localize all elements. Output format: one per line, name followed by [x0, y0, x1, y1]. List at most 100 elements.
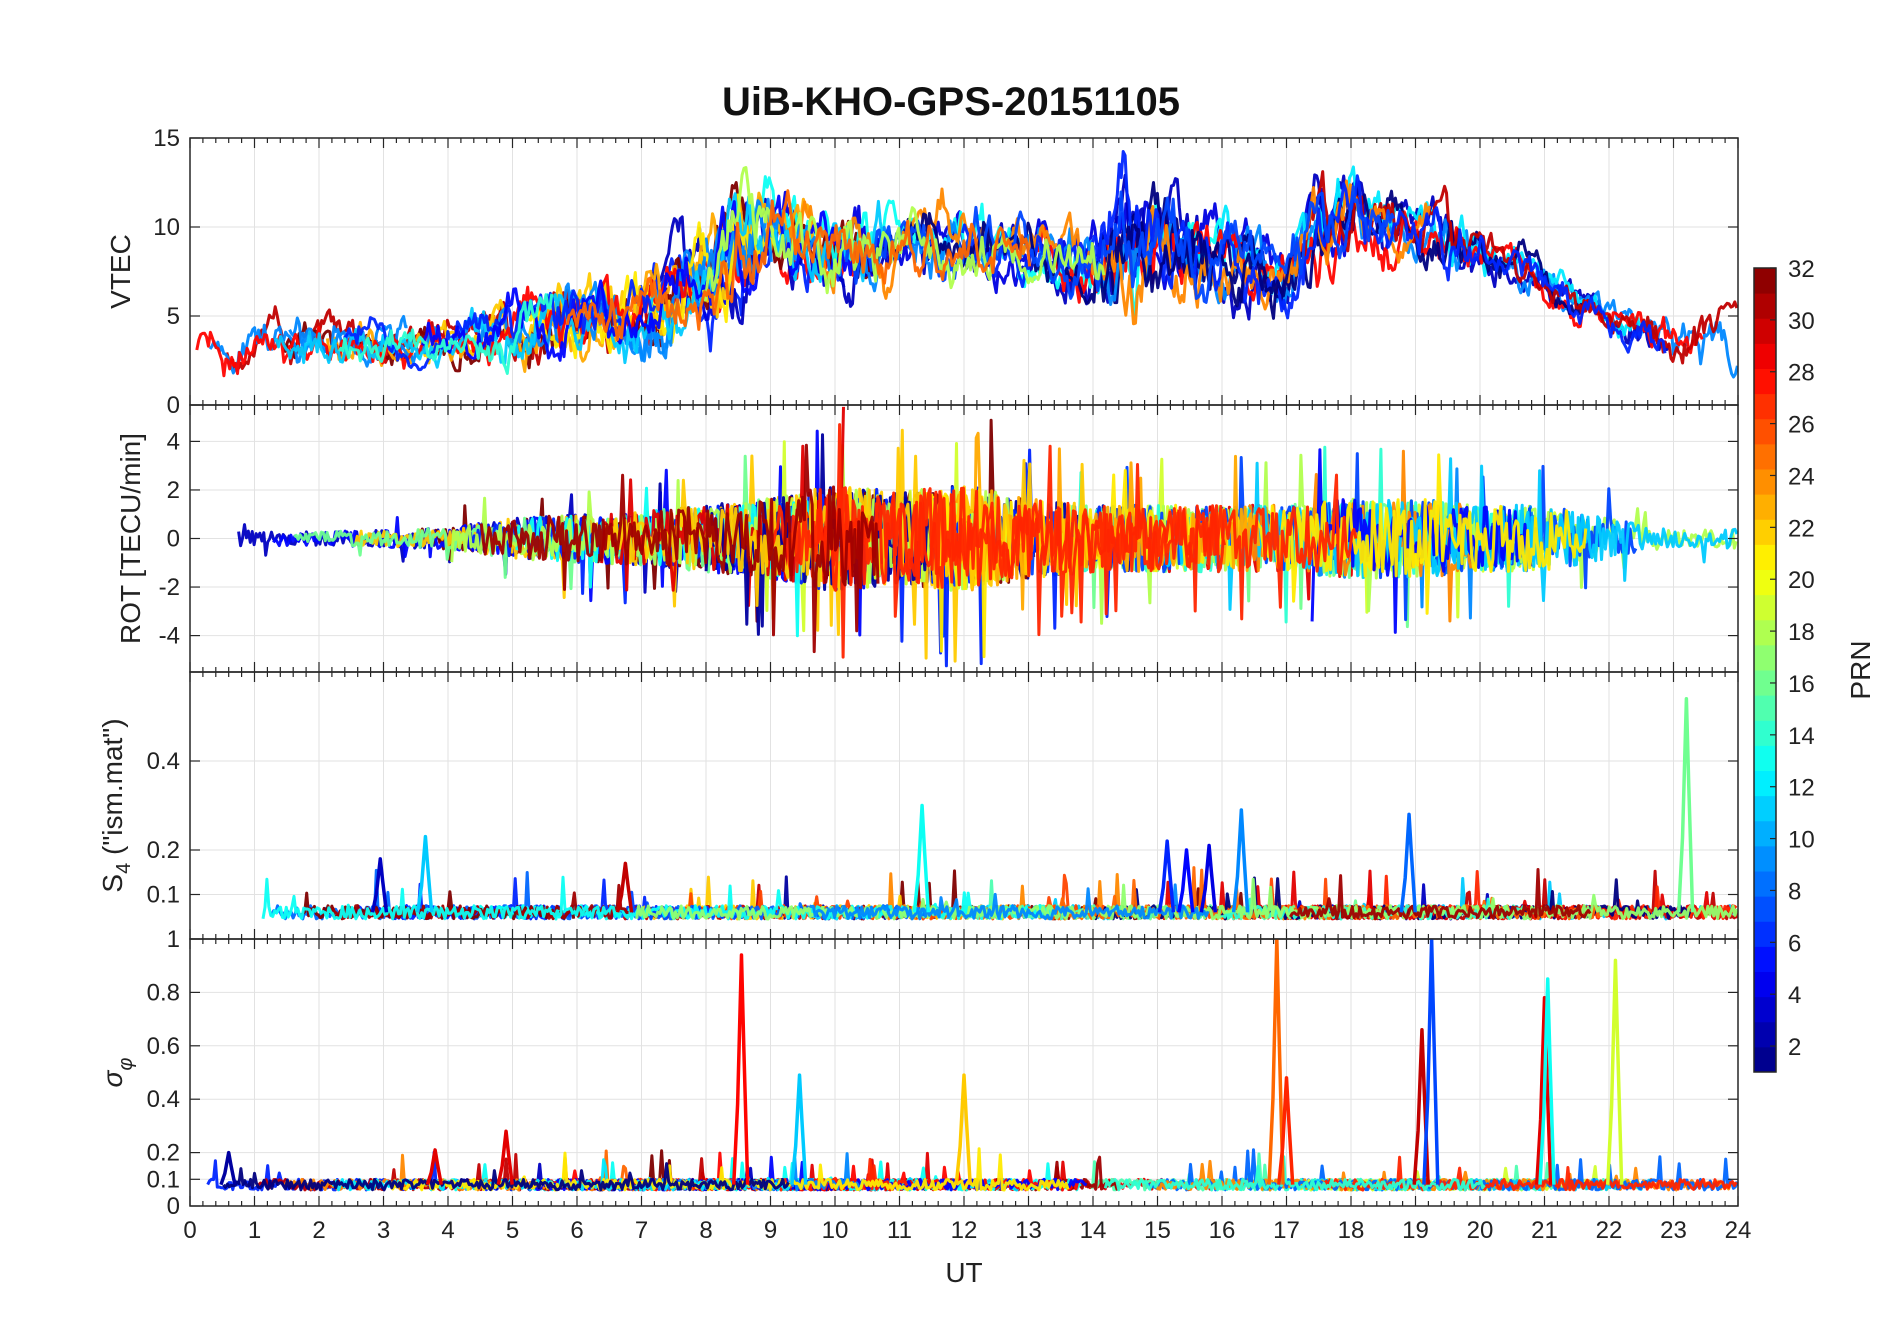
x-tick-label: 10 [822, 1217, 849, 1244]
colorbar-tick-label: 20 [1788, 567, 1815, 594]
colorbar-tick-label: 8 [1788, 878, 1801, 905]
colorbar-segment [1754, 795, 1776, 822]
panel-traces [237, 406, 1738, 668]
series-spike [1422, 939, 1440, 1185]
x-tick-label: 5 [506, 1217, 519, 1244]
series-spike [731, 953, 750, 1185]
colorbar-segment [1754, 845, 1776, 872]
panel-traces [195, 150, 1738, 379]
y-tick-label: 4 [167, 428, 180, 455]
series-trace-prn [1162, 457, 1738, 611]
x-tick-label: 8 [699, 1217, 712, 1244]
y-axis-label: σφ [97, 1058, 137, 1088]
colorbar-segment [1754, 644, 1776, 671]
panel-2: -4 -2 0 2 4 ROT [TECU/min] [115, 404, 1739, 673]
colorbar-segment [1754, 820, 1776, 847]
y-tick-label: 2 [167, 477, 180, 504]
series-trace-prn [1103, 1164, 1486, 1192]
x-tick-label: 13 [1015, 1217, 1042, 1244]
y-tick-label: 10 [153, 214, 180, 241]
colorbar-frame [1753, 267, 1777, 1073]
series-trace-prn [768, 423, 1227, 637]
series-spike [1231, 808, 1250, 913]
colorbar-segment [1754, 418, 1776, 445]
colorbar-segment [1754, 695, 1776, 721]
y-tick-label: 0.4 [147, 748, 180, 775]
colorbar-segment [1754, 996, 1776, 1023]
series-spike [1199, 843, 1218, 913]
x-tick-label: 2 [312, 1217, 325, 1244]
series-spike [1177, 848, 1195, 913]
colorbar-segment [1754, 443, 1776, 470]
y-tick-label: 0 [167, 1193, 180, 1220]
colorbar-segment [1754, 921, 1776, 947]
series-trace-prn [565, 189, 1032, 341]
x-tick-label: 4 [441, 1217, 454, 1244]
colorbar-segment [1754, 519, 1776, 545]
colorbar-segment [1754, 318, 1776, 344]
x-tick-label: 9 [764, 1217, 777, 1244]
y-axis-label: VTEC [105, 234, 136, 309]
series-spike [790, 1073, 808, 1185]
colorbar-segment [1754, 268, 1776, 294]
colorbar-tick-label: 4 [1788, 982, 1801, 1009]
y-tick-label: 0.2 [147, 837, 180, 864]
x-tick-label: 14 [1080, 1217, 1107, 1244]
x-tick-label: 22 [1596, 1217, 1623, 1244]
x-tick-label: 18 [1338, 1217, 1365, 1244]
colorbar-segment [1754, 745, 1776, 771]
y-tick-label: 0.1 [147, 1166, 180, 1193]
panel-1: 0 5 10 15 VTEC [105, 125, 1739, 419]
y-tick-label: 15 [153, 125, 180, 152]
x-tick-label: 12 [951, 1217, 978, 1244]
series-spike [1676, 696, 1695, 913]
colorbar-tick-label: 32 [1788, 256, 1815, 283]
series-spike [1399, 812, 1417, 913]
colorbar-segment [1754, 494, 1776, 520]
x-tick-label: 24 [1725, 1217, 1752, 1244]
colorbar-tick-label: 16 [1788, 671, 1815, 698]
y-tick-label: 5 [167, 303, 180, 330]
series-spike [1535, 995, 1553, 1185]
series-trace-prn [337, 293, 554, 375]
colorbar-segment [1754, 293, 1776, 319]
y-tick-label: 0.8 [147, 979, 180, 1006]
y-tick-label: 0.4 [147, 1086, 180, 1113]
series-spike [1267, 939, 1285, 1185]
y-tick-label: -4 [159, 623, 180, 650]
colorbar-label: PRN [1845, 640, 1876, 699]
x-tick-label: 16 [1209, 1217, 1236, 1244]
y-tick-label: 0.1 [147, 882, 180, 909]
x-tick-label: 7 [635, 1217, 648, 1244]
colorbar-segment [1754, 720, 1776, 746]
x-tick-label: 20 [1467, 1217, 1494, 1244]
x-tick-label: 11 [887, 1217, 912, 1244]
x-tick-label: 23 [1660, 1217, 1687, 1244]
series-trace-prn [261, 875, 623, 921]
panel-4: 00.10.2 0.4 0.6 0.8 1 σφ [97, 926, 1739, 1220]
colorbar-tick-label: 30 [1788, 308, 1815, 335]
panel-traces [261, 696, 1738, 921]
colorbar-tick-label: 22 [1788, 515, 1815, 542]
colorbar-segment [1754, 871, 1776, 897]
y-tick-label: -2 [159, 574, 180, 601]
colorbar-segment [1754, 469, 1776, 495]
series-spike [615, 861, 634, 913]
x-tick-label: 19 [1402, 1217, 1429, 1244]
colorbar-tick-label: 10 [1788, 827, 1815, 854]
colorbar-segment [1754, 971, 1776, 998]
colorbar-tick-label: 28 [1788, 360, 1815, 387]
colorbar-segment [1754, 1046, 1776, 1073]
y-axis-label: ROT [TECU/min] [115, 433, 146, 644]
y-tick-label: 1 [167, 926, 180, 953]
series-spike [370, 857, 389, 913]
y-tick-label: 0 [167, 526, 180, 553]
colorbar-segment [1754, 896, 1776, 922]
colorbar-tick-label: 18 [1788, 619, 1815, 646]
series-spike [1277, 1076, 1295, 1185]
colorbar-segment [1754, 619, 1776, 646]
x-tick-label: 21 [1531, 1217, 1558, 1244]
